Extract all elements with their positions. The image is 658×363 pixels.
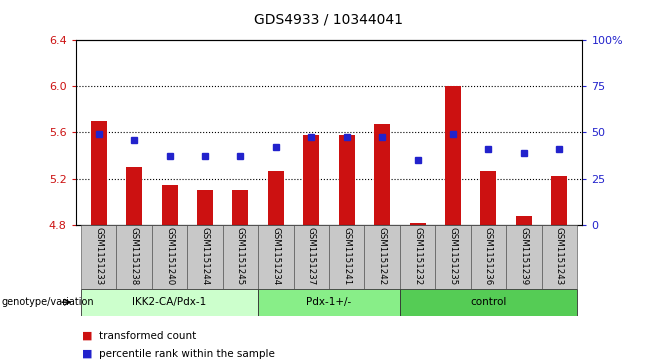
- Bar: [162, 184, 178, 225]
- Bar: [258, 289, 400, 316]
- Bar: [258, 225, 293, 289]
- Bar: [436, 225, 470, 289]
- Text: IKK2-CA/Pdx-1: IKK2-CA/Pdx-1: [132, 297, 207, 307]
- Bar: [116, 225, 152, 289]
- Bar: [516, 216, 532, 225]
- Bar: [188, 225, 222, 289]
- Text: Pdx-1+/-: Pdx-1+/-: [307, 297, 351, 307]
- Text: GSM1151245: GSM1151245: [236, 227, 245, 285]
- Bar: [400, 225, 436, 289]
- Text: GSM1151238: GSM1151238: [130, 227, 139, 285]
- Text: GSM1151243: GSM1151243: [555, 227, 564, 285]
- Bar: [409, 223, 426, 225]
- Bar: [152, 225, 188, 289]
- Text: GSM1151235: GSM1151235: [449, 227, 457, 285]
- Bar: [365, 225, 400, 289]
- Bar: [222, 225, 258, 289]
- Text: GSM1151240: GSM1151240: [165, 227, 174, 285]
- Bar: [374, 125, 390, 225]
- Text: GSM1151244: GSM1151244: [201, 227, 209, 285]
- Text: GSM1151232: GSM1151232: [413, 227, 422, 285]
- Text: genotype/variation: genotype/variation: [1, 297, 94, 307]
- Text: ■: ■: [82, 349, 93, 359]
- Bar: [303, 135, 319, 225]
- Text: ■: ■: [82, 331, 93, 341]
- Bar: [126, 167, 142, 225]
- Bar: [81, 289, 258, 316]
- Text: GSM1151239: GSM1151239: [519, 227, 528, 285]
- Bar: [470, 225, 506, 289]
- Bar: [480, 171, 496, 225]
- Bar: [81, 225, 116, 289]
- Bar: [329, 225, 365, 289]
- Text: transformed count: transformed count: [99, 331, 196, 341]
- Bar: [506, 225, 542, 289]
- Text: percentile rank within the sample: percentile rank within the sample: [99, 349, 274, 359]
- Bar: [551, 176, 567, 225]
- Text: GSM1151234: GSM1151234: [271, 227, 280, 285]
- Text: control: control: [470, 297, 507, 307]
- Bar: [197, 190, 213, 225]
- Text: GSM1151237: GSM1151237: [307, 227, 316, 285]
- Text: GDS4933 / 10344041: GDS4933 / 10344041: [255, 13, 403, 27]
- Bar: [91, 121, 107, 225]
- Bar: [400, 289, 577, 316]
- Bar: [232, 190, 248, 225]
- Text: GSM1151242: GSM1151242: [378, 227, 387, 285]
- Bar: [293, 225, 329, 289]
- Bar: [542, 225, 577, 289]
- Text: GSM1151241: GSM1151241: [342, 227, 351, 285]
- Text: GSM1151233: GSM1151233: [94, 227, 103, 285]
- Bar: [445, 86, 461, 225]
- Text: GSM1151236: GSM1151236: [484, 227, 493, 285]
- Bar: [268, 171, 284, 225]
- Bar: [339, 135, 355, 225]
